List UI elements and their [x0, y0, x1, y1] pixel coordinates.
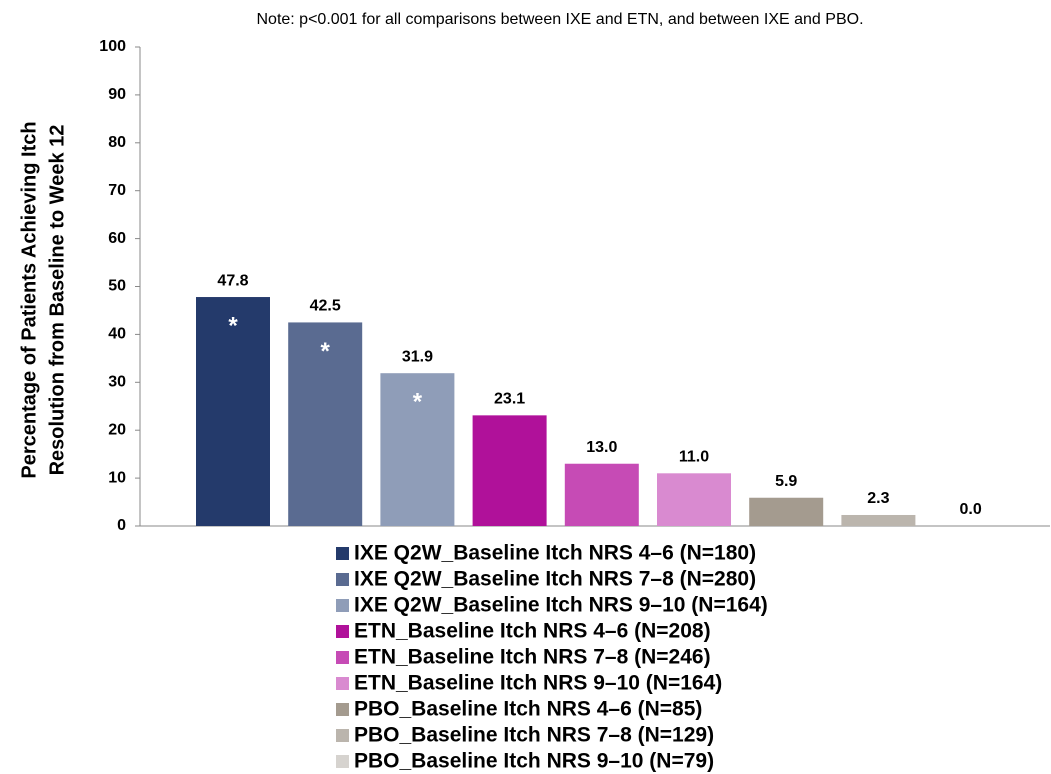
y-tick-label: 60 — [108, 230, 126, 247]
legend-swatch — [336, 755, 349, 768]
y-tick-label: 10 — [108, 469, 126, 486]
legend-label: IXE Q2W_Baseline Itch NRS 7–8 (N=280) — [354, 568, 756, 591]
value-label: 5.9 — [775, 473, 797, 490]
legend-label: PBO_Baseline Itch NRS 4–6 (N=85) — [354, 698, 702, 721]
legend-label: IXE Q2W_Baseline Itch NRS 4–6 (N=180) — [354, 542, 756, 565]
bar — [564, 463, 639, 526]
legend-swatch — [336, 547, 349, 560]
bar — [196, 297, 270, 526]
significance-marker: * — [228, 312, 238, 339]
y-tick-label: 70 — [108, 182, 126, 199]
y-axis-title: Percentage of Patients Achieving Itch Re… — [18, 121, 68, 478]
legend-label: PBO_Baseline Itch NRS 9–10 (N=79) — [354, 750, 714, 773]
y-tick-label: 50 — [108, 278, 126, 295]
bar — [472, 415, 547, 526]
y-tick-label: 100 — [99, 38, 126, 55]
bar — [288, 322, 363, 526]
legend-swatch — [336, 599, 349, 612]
value-label: 47.8 — [217, 272, 248, 289]
value-label: 0.0 — [959, 501, 981, 518]
value-label: 23.1 — [494, 391, 525, 408]
legend-label: PBO_Baseline Itch NRS 7–8 (N=129) — [354, 724, 714, 747]
legend-swatch — [336, 625, 349, 638]
value-label: 13.0 — [586, 439, 617, 456]
y-tick-label: 40 — [108, 326, 126, 343]
significance-marker: * — [321, 338, 331, 365]
bar — [841, 514, 916, 526]
bar — [749, 497, 824, 526]
y-axis-title-line: Percentage of Patients Achieving Itch — [18, 121, 40, 478]
legend-label: ETN_Baseline Itch NRS 7–8 (N=246) — [354, 646, 711, 669]
y-tick-label: 80 — [108, 134, 126, 151]
legend-swatch — [336, 703, 349, 716]
bar — [380, 373, 455, 526]
legend-swatch — [336, 729, 349, 742]
y-tick-label: 20 — [108, 421, 126, 438]
legend-swatch — [336, 651, 349, 664]
bar — [657, 473, 731, 526]
value-label: 31.9 — [402, 348, 433, 365]
y-axis-title-line: Resolution from Baseline to Week 12 — [46, 125, 68, 476]
note: Note: p<0.001 for all comparisons betwee… — [256, 11, 863, 28]
value-label: 11.0 — [679, 449, 709, 466]
y-tick-label: 0 — [117, 517, 126, 534]
legend-label: IXE Q2W_Baseline Itch NRS 9–10 (N=164) — [354, 594, 768, 617]
legend-label: ETN_Baseline Itch NRS 4–6 (N=208) — [354, 620, 711, 643]
significance-marker: * — [413, 389, 423, 416]
legend-swatch — [336, 677, 349, 690]
legend-swatch — [336, 573, 349, 586]
value-label: 2.3 — [867, 490, 889, 507]
legend-label: ETN_Baseline Itch NRS 9–10 (N=164) — [354, 672, 722, 695]
y-tick-label: 30 — [108, 374, 126, 391]
value-label: 42.5 — [310, 298, 341, 315]
y-tick-label: 90 — [108, 86, 126, 103]
